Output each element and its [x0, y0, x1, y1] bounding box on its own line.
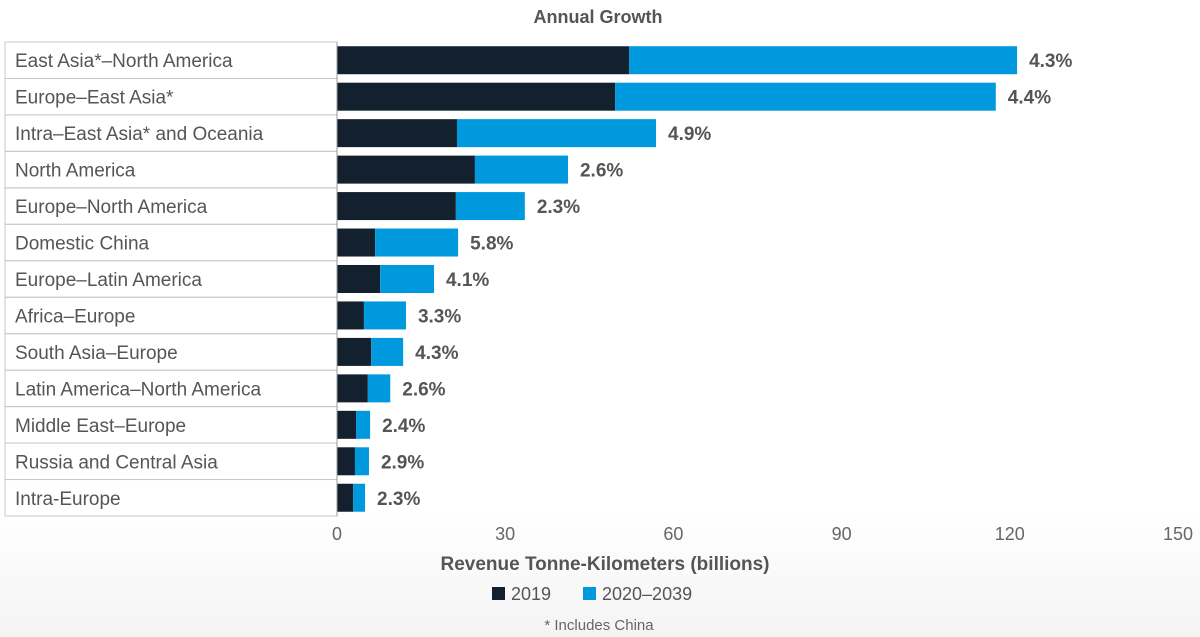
legend-swatch-2020-2039	[583, 587, 596, 600]
growth-label: 4.4%	[1008, 88, 1051, 109]
x-axis-label: Revenue Tonne-Kilometers (billions)	[440, 554, 769, 575]
growth-label: 5.8%	[470, 234, 513, 255]
growth-label: 4.3%	[1029, 51, 1072, 72]
x-tick-label: 30	[495, 524, 515, 544]
bar-2019	[337, 264, 381, 293]
category-label: Europe–North America	[15, 197, 208, 218]
chart-title: Annual Growth	[534, 7, 663, 27]
bar-2019	[337, 119, 457, 148]
bar-2019	[337, 374, 368, 403]
x-tick-label: 120	[995, 524, 1025, 544]
bar-2020-2039	[456, 119, 657, 148]
bar-2020-2039	[363, 301, 406, 330]
bar-2020-2039	[380, 264, 434, 293]
growth-label: 4.1%	[446, 270, 489, 291]
bar-2019	[337, 447, 355, 476]
category-label: Europe–East Asia*	[15, 88, 174, 109]
growth-label: 2.4%	[382, 416, 425, 437]
bar-2020-2039	[629, 46, 1018, 75]
bar-2019	[337, 337, 372, 366]
category-label: North America	[15, 161, 136, 182]
footnote: * Includes China	[544, 617, 654, 634]
bar-2020-2039	[356, 410, 371, 439]
category-label: Africa–Europe	[15, 306, 135, 327]
growth-label: 2.6%	[580, 161, 623, 182]
category-label: East Asia*–North America	[15, 51, 233, 72]
category-label: Domestic China	[15, 234, 150, 255]
growth-label: 2.3%	[537, 197, 580, 218]
bar-2019	[337, 228, 376, 257]
category-label: Latin America–North America	[15, 379, 261, 400]
legend-label-2019: 2019	[511, 584, 551, 604]
bar-2019	[337, 301, 364, 330]
bar-2019	[337, 155, 475, 184]
category-label: Europe–Latin America	[15, 270, 202, 291]
bar-2020-2039	[354, 447, 369, 476]
bar-2020-2039	[455, 192, 525, 221]
category-label: Intra–East Asia* and Oceania	[15, 124, 264, 145]
category-label: Russia and Central Asia	[15, 452, 218, 473]
legend-swatch-2019	[492, 587, 505, 600]
growth-label: 2.9%	[381, 452, 424, 473]
growth-label: 2.3%	[377, 489, 420, 510]
growth-label: 3.3%	[418, 306, 461, 327]
legend-label-2020-2039: 2020–2039	[602, 584, 692, 604]
growth-label: 4.3%	[415, 343, 458, 364]
category-label: Middle East–Europe	[15, 416, 186, 437]
x-tick-label: 0	[332, 524, 342, 544]
bar-2019	[337, 82, 616, 111]
bar-2020-2039	[474, 155, 568, 184]
bar-2020-2039	[371, 337, 404, 366]
bar-2019	[337, 483, 354, 512]
bar-2020-2039	[367, 374, 391, 403]
bar-2019	[337, 410, 357, 439]
bar-2020-2039	[353, 483, 366, 512]
category-label: South Asia–Europe	[15, 343, 178, 364]
bar-2020-2039	[615, 82, 996, 111]
category-label: Intra-Europe	[15, 489, 121, 510]
growth-label: 2.6%	[402, 379, 445, 400]
x-tick-label: 60	[663, 524, 683, 544]
bar-2019	[337, 192, 456, 221]
x-tick-label: 150	[1163, 524, 1193, 544]
growth-label: 4.9%	[668, 124, 711, 145]
x-tick-label: 90	[832, 524, 852, 544]
bar-2019	[337, 46, 630, 75]
bar-2020-2039	[375, 228, 459, 257]
